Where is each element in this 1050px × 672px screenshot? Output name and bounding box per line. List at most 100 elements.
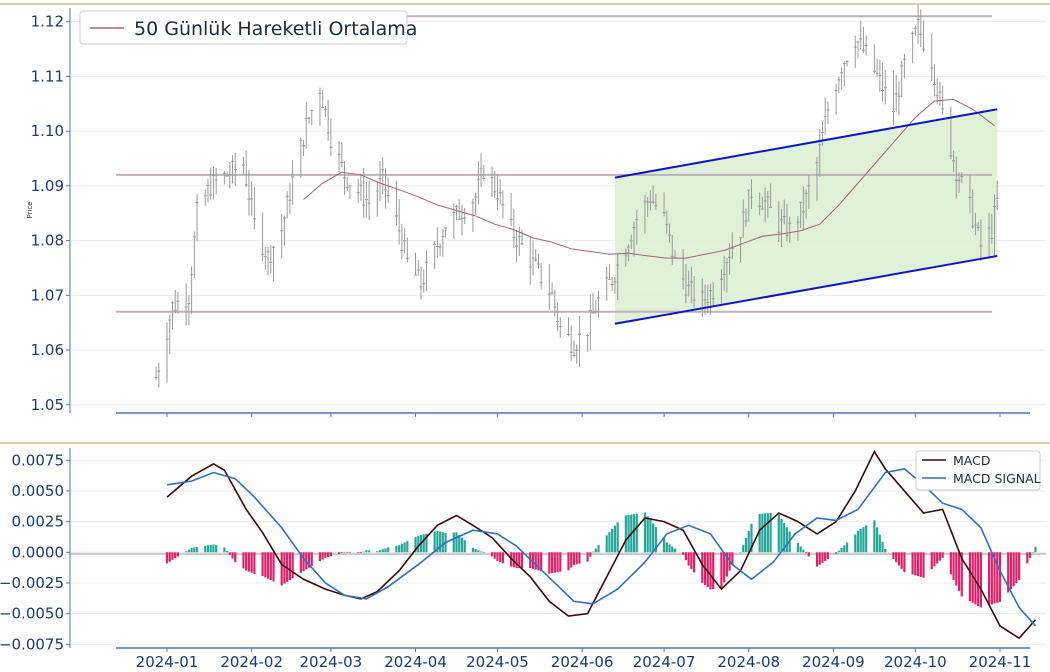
macd-histogram-bar xyxy=(903,552,906,573)
macd-histogram-bar xyxy=(174,552,177,559)
macd-histogram-bar xyxy=(206,545,210,553)
macd-histogram-bar xyxy=(690,552,693,569)
macd-histogram-bar xyxy=(824,552,827,561)
macd-histogram-bar xyxy=(337,552,341,554)
macd-histogram-bar xyxy=(286,552,289,582)
macd-histogram-bar xyxy=(750,523,753,553)
macd-histogram-bar xyxy=(586,552,589,562)
macd-histogram-bar xyxy=(884,548,887,553)
macd-histogram-bar xyxy=(673,548,677,553)
price-y-tick-label: 1.08 xyxy=(31,232,64,250)
macd-histogram-bar xyxy=(1034,546,1037,553)
macd-histogram-bar xyxy=(804,552,808,554)
macd-histogram-bar xyxy=(381,549,384,553)
macd-histogram-bar xyxy=(881,541,884,553)
macd-histogram-bar xyxy=(949,552,952,575)
macd-histogram-bar xyxy=(1009,552,1013,590)
macd-legend-box xyxy=(915,450,1041,491)
macd-histogram-bar xyxy=(977,552,980,606)
macd-histogram-bar xyxy=(299,552,302,573)
macd-histogram-bar xyxy=(865,525,868,553)
macd-histogram-bar xyxy=(900,552,903,569)
macd-histogram-bar xyxy=(518,552,521,569)
macd-histogram-bar xyxy=(654,527,657,553)
price-legend-box xyxy=(79,10,408,45)
macd-histogram-bar xyxy=(911,552,914,575)
macd-histogram-bar xyxy=(652,523,655,553)
macd-histogram-bar xyxy=(228,552,231,555)
macd-histogram-bar xyxy=(933,552,936,567)
macd-histogram-bar xyxy=(996,552,999,603)
price-y-tick-label: 1.10 xyxy=(31,122,64,140)
macd-histogram-bar xyxy=(875,527,879,553)
macd-histogram-bar xyxy=(572,552,576,565)
macd-histogram-bar xyxy=(307,552,311,568)
macd-histogram-bar xyxy=(799,546,802,553)
macd-histogram-bar xyxy=(247,552,251,572)
macd-histogram-bar xyxy=(665,542,668,553)
macd-histogram-bar xyxy=(723,552,726,583)
macd-histogram-bar xyxy=(701,552,704,583)
macd-histogram-bar xyxy=(766,513,769,553)
macd-histogram-bar xyxy=(764,513,767,553)
macd-histogram-bar xyxy=(608,532,611,553)
macd-y-tick-label: 0.0025 xyxy=(12,513,65,531)
macd-histogram-bar xyxy=(993,552,996,604)
macd-histogram-bar xyxy=(720,552,723,589)
macd-histogram-bar xyxy=(400,543,403,553)
macd-histogram-bar xyxy=(802,549,805,553)
macd-histogram-bar xyxy=(835,552,838,554)
macd-histogram-bar xyxy=(1018,552,1021,580)
macd-histogram-bar xyxy=(662,538,666,553)
macd-histogram-bar xyxy=(974,552,977,605)
macd-histogram-bar xyxy=(185,551,188,553)
macd-histogram-bar xyxy=(815,552,819,567)
price-y-tick-label: 1.07 xyxy=(31,286,64,304)
macd-histogram-bar xyxy=(709,552,712,590)
macd-histogram-bar xyxy=(671,546,674,553)
price-y-tick-label: 1.09 xyxy=(31,177,64,195)
macd-histogram-bar xyxy=(537,552,540,571)
macd-histogram-bar xyxy=(914,552,917,576)
macd-histogram-bar xyxy=(747,530,750,553)
macd-histogram-bar xyxy=(368,550,371,553)
price-legend: 50 Günlük Hareketli Ortalama xyxy=(79,10,417,45)
macd-histogram-bar xyxy=(362,551,365,553)
macd-histogram-bar xyxy=(955,552,958,586)
macd-histogram-bar xyxy=(395,545,398,553)
macd-histogram-bar xyxy=(490,552,494,557)
channel-lower-line xyxy=(614,254,998,325)
macd-histogram-bar xyxy=(821,552,824,563)
macd-histogram-bar xyxy=(439,531,442,553)
macd-histogram-bar xyxy=(570,552,573,568)
macd-histogram-bar xyxy=(204,545,207,553)
macd-histogram-bar xyxy=(725,552,728,577)
macd-histogram-bar xyxy=(682,552,685,555)
price-panel: 1.05 1.06 1.07 1.08 1.09 1.10 1.11 1.12 Price 5… xyxy=(26,4,1046,414)
macd-histogram-bar xyxy=(878,534,881,553)
price-y-tick-label: 1.05 xyxy=(31,396,64,414)
macd-histogram-bar xyxy=(253,552,256,574)
macd-histogram-bar xyxy=(272,552,275,582)
macd-histogram-bar xyxy=(840,547,843,553)
macd-histogram-bar xyxy=(693,552,696,573)
macd-histogram-bar xyxy=(873,520,876,553)
macd-histogram-bar xyxy=(324,552,327,558)
macd-histogram-bar xyxy=(742,545,745,553)
macd-histogram-bar xyxy=(171,552,174,560)
x-tick-label: 2024-11 xyxy=(969,653,1032,671)
macd-histogram-bar xyxy=(321,552,324,560)
macd-histogram-bar xyxy=(1012,552,1015,587)
macd-histogram-bar xyxy=(209,544,212,553)
macd-histogram-bar xyxy=(922,552,925,578)
macd-histogram-bar xyxy=(706,552,709,588)
macd-histogram-bar xyxy=(422,534,425,553)
macd-histogram xyxy=(165,512,1037,608)
macd-histogram-bar xyxy=(365,550,368,553)
macd-histogram-bar xyxy=(540,552,543,572)
macd-histogram-bar xyxy=(193,547,196,553)
macd-histogram-bar xyxy=(378,550,382,553)
macd-histogram-bar xyxy=(952,552,955,580)
macd-histogram-bar xyxy=(594,548,597,553)
macd-histogram-bar xyxy=(578,552,581,564)
